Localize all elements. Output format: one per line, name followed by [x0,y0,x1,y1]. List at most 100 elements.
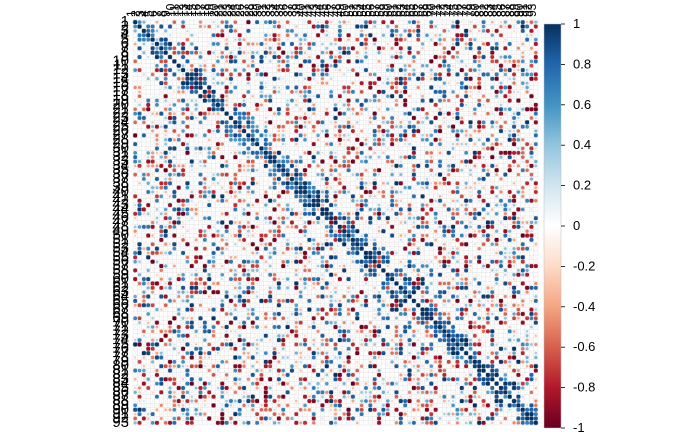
heatmap-cell [133,229,137,233]
heatmap-cell [207,216,212,221]
heatmap-cell [517,230,519,232]
heatmap-cell [491,25,494,28]
heatmap-cell [487,51,489,54]
heatmap-cell [533,263,539,269]
heatmap-cell [199,243,202,245]
heatmap-cell [221,182,223,184]
heatmap-cell [391,113,393,115]
heatmap-cell [255,225,259,229]
heatmap-cell [411,172,417,177]
heatmap-cell [260,199,263,202]
heatmap-cell [189,194,195,199]
heatmap-cell [378,21,380,23]
heatmap-cell [495,125,498,128]
heatmap-cell [178,239,180,241]
heatmap-cell [294,128,299,134]
heatmap-cell [217,86,219,89]
heatmap-cell [356,134,359,137]
heatmap-cell [522,204,524,206]
heatmap-cell [346,250,351,256]
heatmap-cell [321,34,324,36]
heatmap-cell [529,106,534,112]
heatmap-cell [478,252,481,254]
heatmap-cell [237,264,242,269]
heatmap-cell [234,200,237,202]
heatmap-cell [478,73,481,76]
heatmap-cell [429,133,434,138]
heatmap-cell [365,95,367,97]
heatmap-cell [342,190,347,194]
heatmap-cell [504,117,506,119]
heatmap-cell [199,117,202,119]
heatmap-cell [202,268,208,273]
heatmap-cell [525,37,530,42]
heatmap-cell [164,21,167,24]
heatmap-cell [356,43,359,45]
heatmap-cell [150,28,155,33]
heatmap-cell [199,130,202,132]
heatmap-cell [325,233,329,238]
heatmap-cell [530,69,533,71]
heatmap-cell [352,30,354,32]
heatmap-cell [430,173,433,176]
heatmap-cell [243,234,245,237]
heatmap-cell [372,115,377,121]
heatmap-cell [333,220,338,225]
heatmap-cell [408,234,411,237]
heatmap-cell [321,56,324,58]
heatmap-cell [312,147,315,150]
heatmap-cell [134,117,136,119]
heatmap-cell [411,194,416,199]
heatmap-cell [517,195,520,198]
heatmap-cell [143,60,145,63]
heatmap-cell [372,98,377,103]
heatmap-cell [226,148,228,149]
heatmap-cell [343,29,346,32]
heatmap-cell [313,99,315,102]
heatmap-cell [159,163,164,169]
heatmap-cell [443,73,445,75]
heatmap-cell [452,243,454,246]
heatmap-cell [299,265,302,267]
heatmap-cell [278,261,280,263]
heatmap-cell [435,82,437,84]
heatmap-cell [185,211,190,216]
heatmap-cell [382,86,385,89]
heatmap-cell [228,59,234,64]
heatmap-cell [389,19,395,25]
heatmap-cell [491,108,494,111]
heatmap-cell [324,129,329,133]
heatmap-cell [499,124,503,129]
heatmap-cell [351,256,355,259]
heatmap-cell [365,225,367,228]
heatmap-cell [173,152,175,154]
heatmap-cell [147,147,149,150]
heatmap-cell [182,38,184,41]
heatmap-cell [339,195,341,197]
heatmap-cell [346,103,351,107]
heatmap-cell [474,91,476,93]
heatmap-cell [451,112,455,115]
heatmap-cell [182,161,184,163]
heatmap-cell [448,56,450,58]
heatmap-cell [286,274,289,276]
heatmap-cell [512,164,516,168]
heatmap-cell [404,26,406,28]
heatmap-cell [151,178,154,180]
heatmap-cell [443,191,446,193]
heatmap-cell [474,125,476,128]
heatmap-cell [513,234,515,237]
heatmap-cell [251,260,255,264]
heatmap-cell [311,24,316,29]
heatmap-cell [343,130,345,132]
heatmap-cell [160,273,163,276]
heatmap-cell [272,273,277,277]
heatmap-cell [390,46,394,50]
heatmap-cell [295,78,298,80]
heatmap-cell [302,255,308,260]
heatmap-cell [447,264,451,268]
heatmap-cell [295,230,298,233]
heatmap-cell [381,259,386,264]
heatmap-cell [147,230,149,232]
heatmap-cell [382,147,384,150]
